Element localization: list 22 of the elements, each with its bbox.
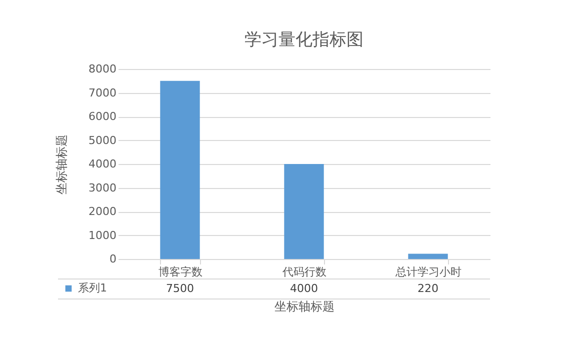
y-tick-label: 5000 xyxy=(88,134,116,147)
y-tick-label: 1000 xyxy=(88,228,116,242)
data-label: 4000 xyxy=(290,282,318,295)
y-tick-label: 4000 xyxy=(88,158,116,170)
data-label: 7500 xyxy=(166,282,194,295)
bar xyxy=(284,164,324,259)
y-tick-label: 3000 xyxy=(88,181,116,194)
y-tick-label: 6000 xyxy=(88,110,116,123)
x-tick-label: 博客字数 xyxy=(158,266,202,278)
bar xyxy=(160,80,200,259)
data-label: 220 xyxy=(418,282,438,295)
y-tick-label: 2000 xyxy=(88,205,116,218)
legend-label: 系列1 xyxy=(78,282,107,294)
y-tick-label: 7000 xyxy=(88,86,116,100)
x-axis-title: 坐标轴标题 xyxy=(274,300,334,314)
y-axis-title: 坐标轴标题 xyxy=(54,134,69,194)
y-tick-label: 8000 xyxy=(88,62,116,76)
y-tick-label: 0 xyxy=(110,252,116,266)
bar xyxy=(408,254,448,259)
chart-title: 学习量化指标图 xyxy=(244,30,364,50)
x-tick-label: 总计学习小时 xyxy=(394,266,462,278)
x-tick-label: 代码行数 xyxy=(282,266,326,278)
